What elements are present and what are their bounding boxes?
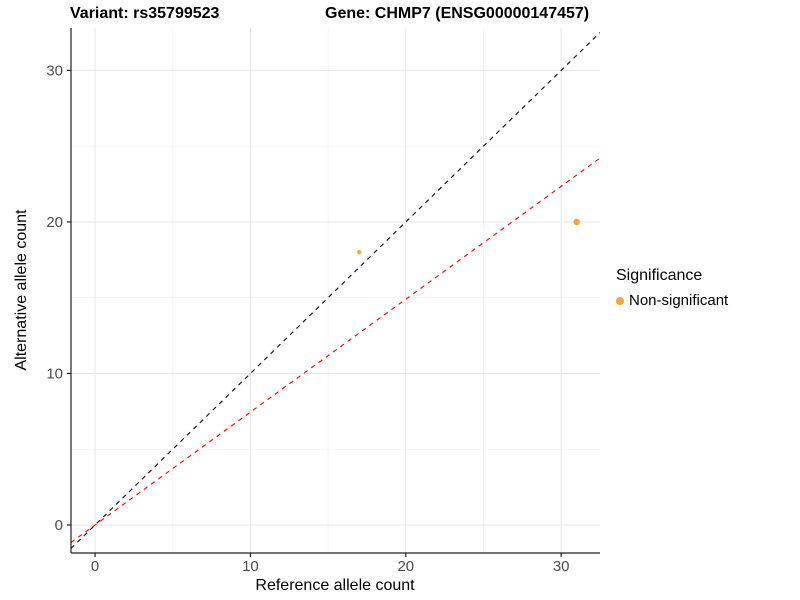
legend: Significance Non-significant bbox=[616, 267, 728, 309]
x-tick-label: 10 bbox=[242, 558, 259, 575]
plot-title-gene: Gene: CHMP7 (ENSG00000147457) bbox=[325, 5, 590, 22]
x-axis-title: Reference allele count bbox=[255, 577, 415, 594]
legend-point-icon bbox=[616, 296, 624, 305]
plot-title-variant: Variant: rs35799523 bbox=[70, 5, 220, 22]
legend-entry-non-significant: Non-significant bbox=[616, 292, 728, 309]
y-tick-label: 20 bbox=[46, 214, 63, 231]
y-tick-label: 0 bbox=[55, 517, 63, 534]
y-axis-title: Alternative allele count bbox=[13, 209, 30, 371]
legend-title: Significance bbox=[616, 267, 703, 284]
x-tick-label: 30 bbox=[553, 558, 570, 575]
x-tick-label: 0 bbox=[91, 558, 99, 575]
expected-ratio-line bbox=[71, 157, 600, 543]
identity-line bbox=[71, 32, 600, 549]
y-tick-label: 30 bbox=[46, 62, 63, 79]
y-tick-label: 10 bbox=[46, 365, 63, 382]
x-tick-label: 20 bbox=[397, 558, 414, 575]
legend-entry-label: Non-significant bbox=[629, 292, 729, 309]
data-point bbox=[356, 250, 362, 255]
data-point bbox=[573, 218, 580, 226]
